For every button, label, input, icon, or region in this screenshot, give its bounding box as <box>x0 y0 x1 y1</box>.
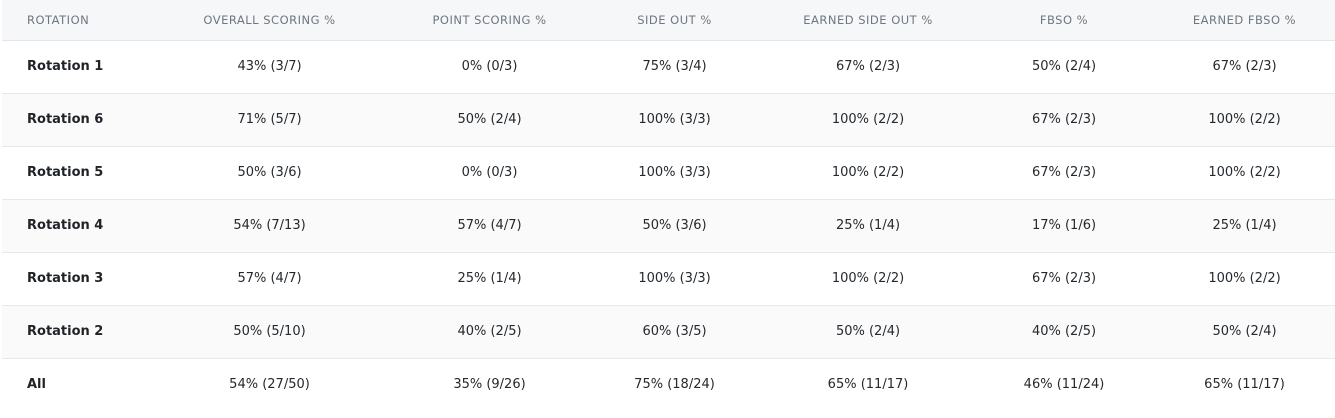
side-out-cell: 100% (3/3) <box>587 146 762 200</box>
earned-side-out-cell: 65% (11/17) <box>827 377 909 393</box>
table-row-rotation-1: Rotation 1 43% (3/7) 0% (0/3) 75% (3/4) … <box>2 40 1335 94</box>
overall-scoring-cell: 54% (27/50) <box>229 377 310 393</box>
rotation-name: Rotation 1 <box>2 40 147 94</box>
earned-fbso-cell: 67% (2/3) <box>1154 40 1335 94</box>
rotation-name: Rotation 5 <box>2 146 147 200</box>
rotation-name: Rotation 6 <box>2 93 147 147</box>
earned-fbso-cell: 65% (11/17) <box>1204 377 1285 393</box>
side-out-cell: 50% (3/6) <box>587 199 762 253</box>
side-out-cell: 60% (3/5) <box>587 305 762 359</box>
fbso-cell: 67% (2/3) <box>974 252 1154 306</box>
point-scoring-cell: 35% (9/26) <box>453 377 526 393</box>
earned-side-out-cell: 100% (2/2) <box>762 146 974 200</box>
overall-scoring-cell: 43% (3/7) <box>147 40 392 94</box>
overall-scoring-cell: 57% (4/7) <box>147 252 392 306</box>
side-out-cell: 100% (3/3) <box>587 93 762 147</box>
fbso-cell: 67% (2/3) <box>974 93 1154 147</box>
col-header-earned-fbso[interactable]: EARNED FBSO % <box>1154 0 1335 41</box>
table-header: ROTATION OVERALL SCORING % POINT SCORING… <box>2 0 1335 41</box>
table-row-rotation-2: Rotation 2 50% (5/10) 40% (2/5) 60% (3/5… <box>2 305 1335 359</box>
point-scoring-cell: 0% (0/3) <box>392 146 587 200</box>
fbso-cell: 50% (2/4) <box>974 40 1154 94</box>
point-scoring-cell: 25% (1/4) <box>392 252 587 306</box>
earned-side-out-cell: 100% (2/2) <box>762 252 974 306</box>
col-header-overall-scoring[interactable]: OVERALL SCORING % <box>147 0 392 41</box>
fbso-cell: 40% (2/5) <box>974 305 1154 359</box>
fbso-cell: 46% (11/24) <box>1023 377 1105 393</box>
side-out-cell: 100% (3/3) <box>587 252 762 306</box>
col-header-point-scoring[interactable]: POINT SCORING % <box>392 0 587 41</box>
point-scoring-cell: 50% (2/4) <box>392 93 587 147</box>
earned-fbso-cell: 100% (2/2) <box>1154 146 1335 200</box>
earned-side-out-cell: 100% (2/2) <box>762 93 974 147</box>
point-scoring-cell: 40% (2/5) <box>392 305 587 359</box>
earned-fbso-cell: 100% (2/2) <box>1154 93 1335 147</box>
earned-fbso-cell: 25% (1/4) <box>1154 199 1335 253</box>
table-row-rotation-5: Rotation 5 50% (3/6) 0% (0/3) 100% (3/3)… <box>2 146 1335 200</box>
earned-fbso-cell: 50% (2/4) <box>1154 305 1335 359</box>
rotation-name: Rotation 3 <box>2 252 147 306</box>
side-out-cell: 75% (3/4) <box>587 40 762 94</box>
table-body: Rotation 1 43% (3/7) 0% (0/3) 75% (3/4) … <box>2 40 1335 411</box>
col-header-earned-side-out[interactable]: EARNED SIDE OUT % <box>762 0 974 41</box>
col-header-fbso[interactable]: FBSO % <box>974 0 1154 41</box>
side-out-cell: 75% (18/24) <box>634 377 715 393</box>
header-row: ROTATION OVERALL SCORING % POINT SCORING… <box>2 0 1335 41</box>
table-row-all: All 54% (27/50) 35% (9/26) 75% (18/24) 6… <box>2 358 1335 411</box>
overall-scoring-cell: 54% (7/13) <box>147 199 392 253</box>
overall-scoring-cell: 50% (5/10) <box>147 305 392 359</box>
table-row-rotation-3: Rotation 3 57% (4/7) 25% (1/4) 100% (3/3… <box>2 252 1335 306</box>
overall-scoring-cell: 71% (5/7) <box>147 93 392 147</box>
table-row-rotation-6: Rotation 6 71% (5/7) 50% (2/4) 100% (3/3… <box>2 93 1335 147</box>
earned-fbso-cell: 100% (2/2) <box>1154 252 1335 306</box>
earned-side-out-cell: 67% (2/3) <box>762 40 974 94</box>
rotation-name: All <box>27 377 46 393</box>
fbso-cell: 17% (1/6) <box>974 199 1154 253</box>
earned-side-out-cell: 25% (1/4) <box>762 199 974 253</box>
fbso-cell: 67% (2/3) <box>974 146 1154 200</box>
col-header-side-out[interactable]: SIDE OUT % <box>587 0 762 41</box>
col-header-rotation[interactable]: ROTATION <box>2 0 147 41</box>
table-row-rotation-4: Rotation 4 54% (7/13) 57% (4/7) 50% (3/6… <box>2 199 1335 253</box>
overall-scoring-cell: 50% (3/6) <box>147 146 392 200</box>
earned-side-out-cell: 50% (2/4) <box>762 305 974 359</box>
rotation-name: Rotation 2 <box>2 305 147 359</box>
rotation-name: Rotation 4 <box>2 199 147 253</box>
point-scoring-cell: 0% (0/3) <box>392 40 587 94</box>
point-scoring-cell: 57% (4/7) <box>392 199 587 253</box>
